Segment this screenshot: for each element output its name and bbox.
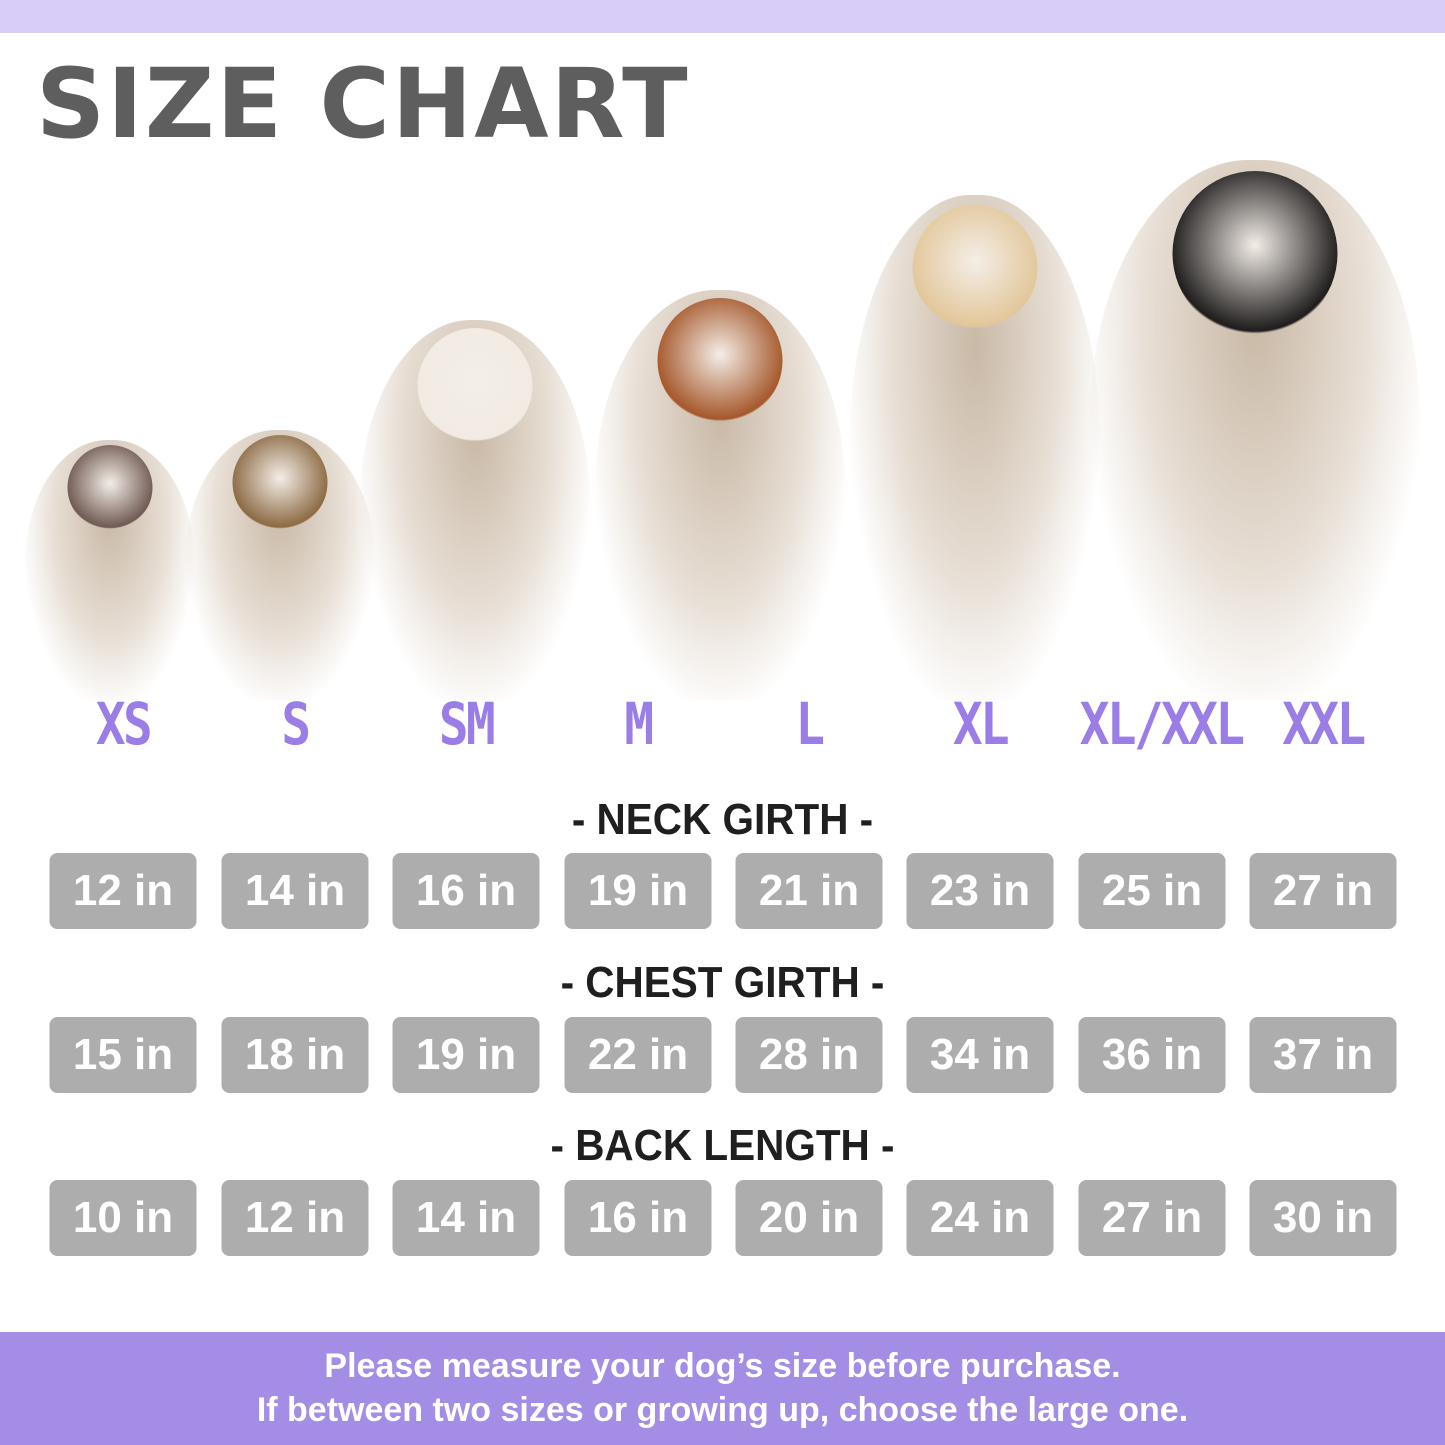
footer-note: Please measure your dog’s size before pu… [0,1332,1445,1445]
size-label: S [281,690,311,758]
size-label: XXL [1282,690,1366,758]
measurement-value: 18 in [221,1017,369,1093]
measurement-value: 24 in [906,1180,1054,1256]
measurement-value: 25 in [1078,853,1226,929]
dog-photo [185,430,375,700]
dog-photo [1090,160,1420,700]
measurement-value: 28 in [735,1017,883,1093]
measurement-value: 27 in [1249,853,1397,929]
measurement-heading: - CHEST GIRTH - [560,958,885,1007]
measurement-value: 14 in [221,853,369,929]
footer-line-1: Please measure your dog’s size before pu… [324,1347,1121,1385]
dog-head [417,327,533,443]
measurement-value: 15 in [49,1017,197,1093]
measurement-value: 20 in [735,1180,883,1256]
measurement-value: 37 in [1249,1017,1397,1093]
size-label: M [624,690,654,758]
dog-photo [25,440,195,700]
measurement-value: 16 in [392,853,540,929]
size-label: L [795,690,825,758]
measurement-value: 21 in [735,853,883,929]
dog-photo [595,290,845,700]
dog-head [1172,170,1338,336]
measurement-value: 27 in [1078,1180,1226,1256]
measurement-value: 22 in [564,1017,712,1093]
measurement-value: 14 in [392,1180,540,1256]
measurement-value: 36 in [1078,1017,1226,1093]
measurement-heading: - NECK GIRTH - [571,795,874,844]
footer-line-2: If between two sizes or growing up, choo… [256,1391,1189,1429]
measurement-value: 34 in [906,1017,1054,1093]
size-label: SM [438,690,496,758]
dog-photo [360,320,590,700]
dog-head [232,435,328,531]
measurement-value: 12 in [221,1180,369,1256]
dog-head [657,298,783,424]
dog-head [912,205,1038,331]
measurement-value: 12 in [49,853,197,929]
dog-head [67,445,153,531]
size-label: XL/XXL [1079,690,1245,758]
size-label: XS [95,690,153,758]
measurement-value: 19 in [392,1017,540,1093]
measurement-value: 23 in [906,853,1054,929]
measurement-value: 16 in [564,1180,712,1256]
page-title: SIZE CHART [36,48,690,160]
measurement-heading: - BACK LENGTH - [550,1121,895,1170]
top-bar [0,0,1445,33]
dog-photo [850,195,1100,700]
measurement-value: 30 in [1249,1180,1397,1256]
size-label: XL [952,690,1010,758]
measurement-value: 10 in [49,1180,197,1256]
measurement-value: 19 in [564,853,712,929]
